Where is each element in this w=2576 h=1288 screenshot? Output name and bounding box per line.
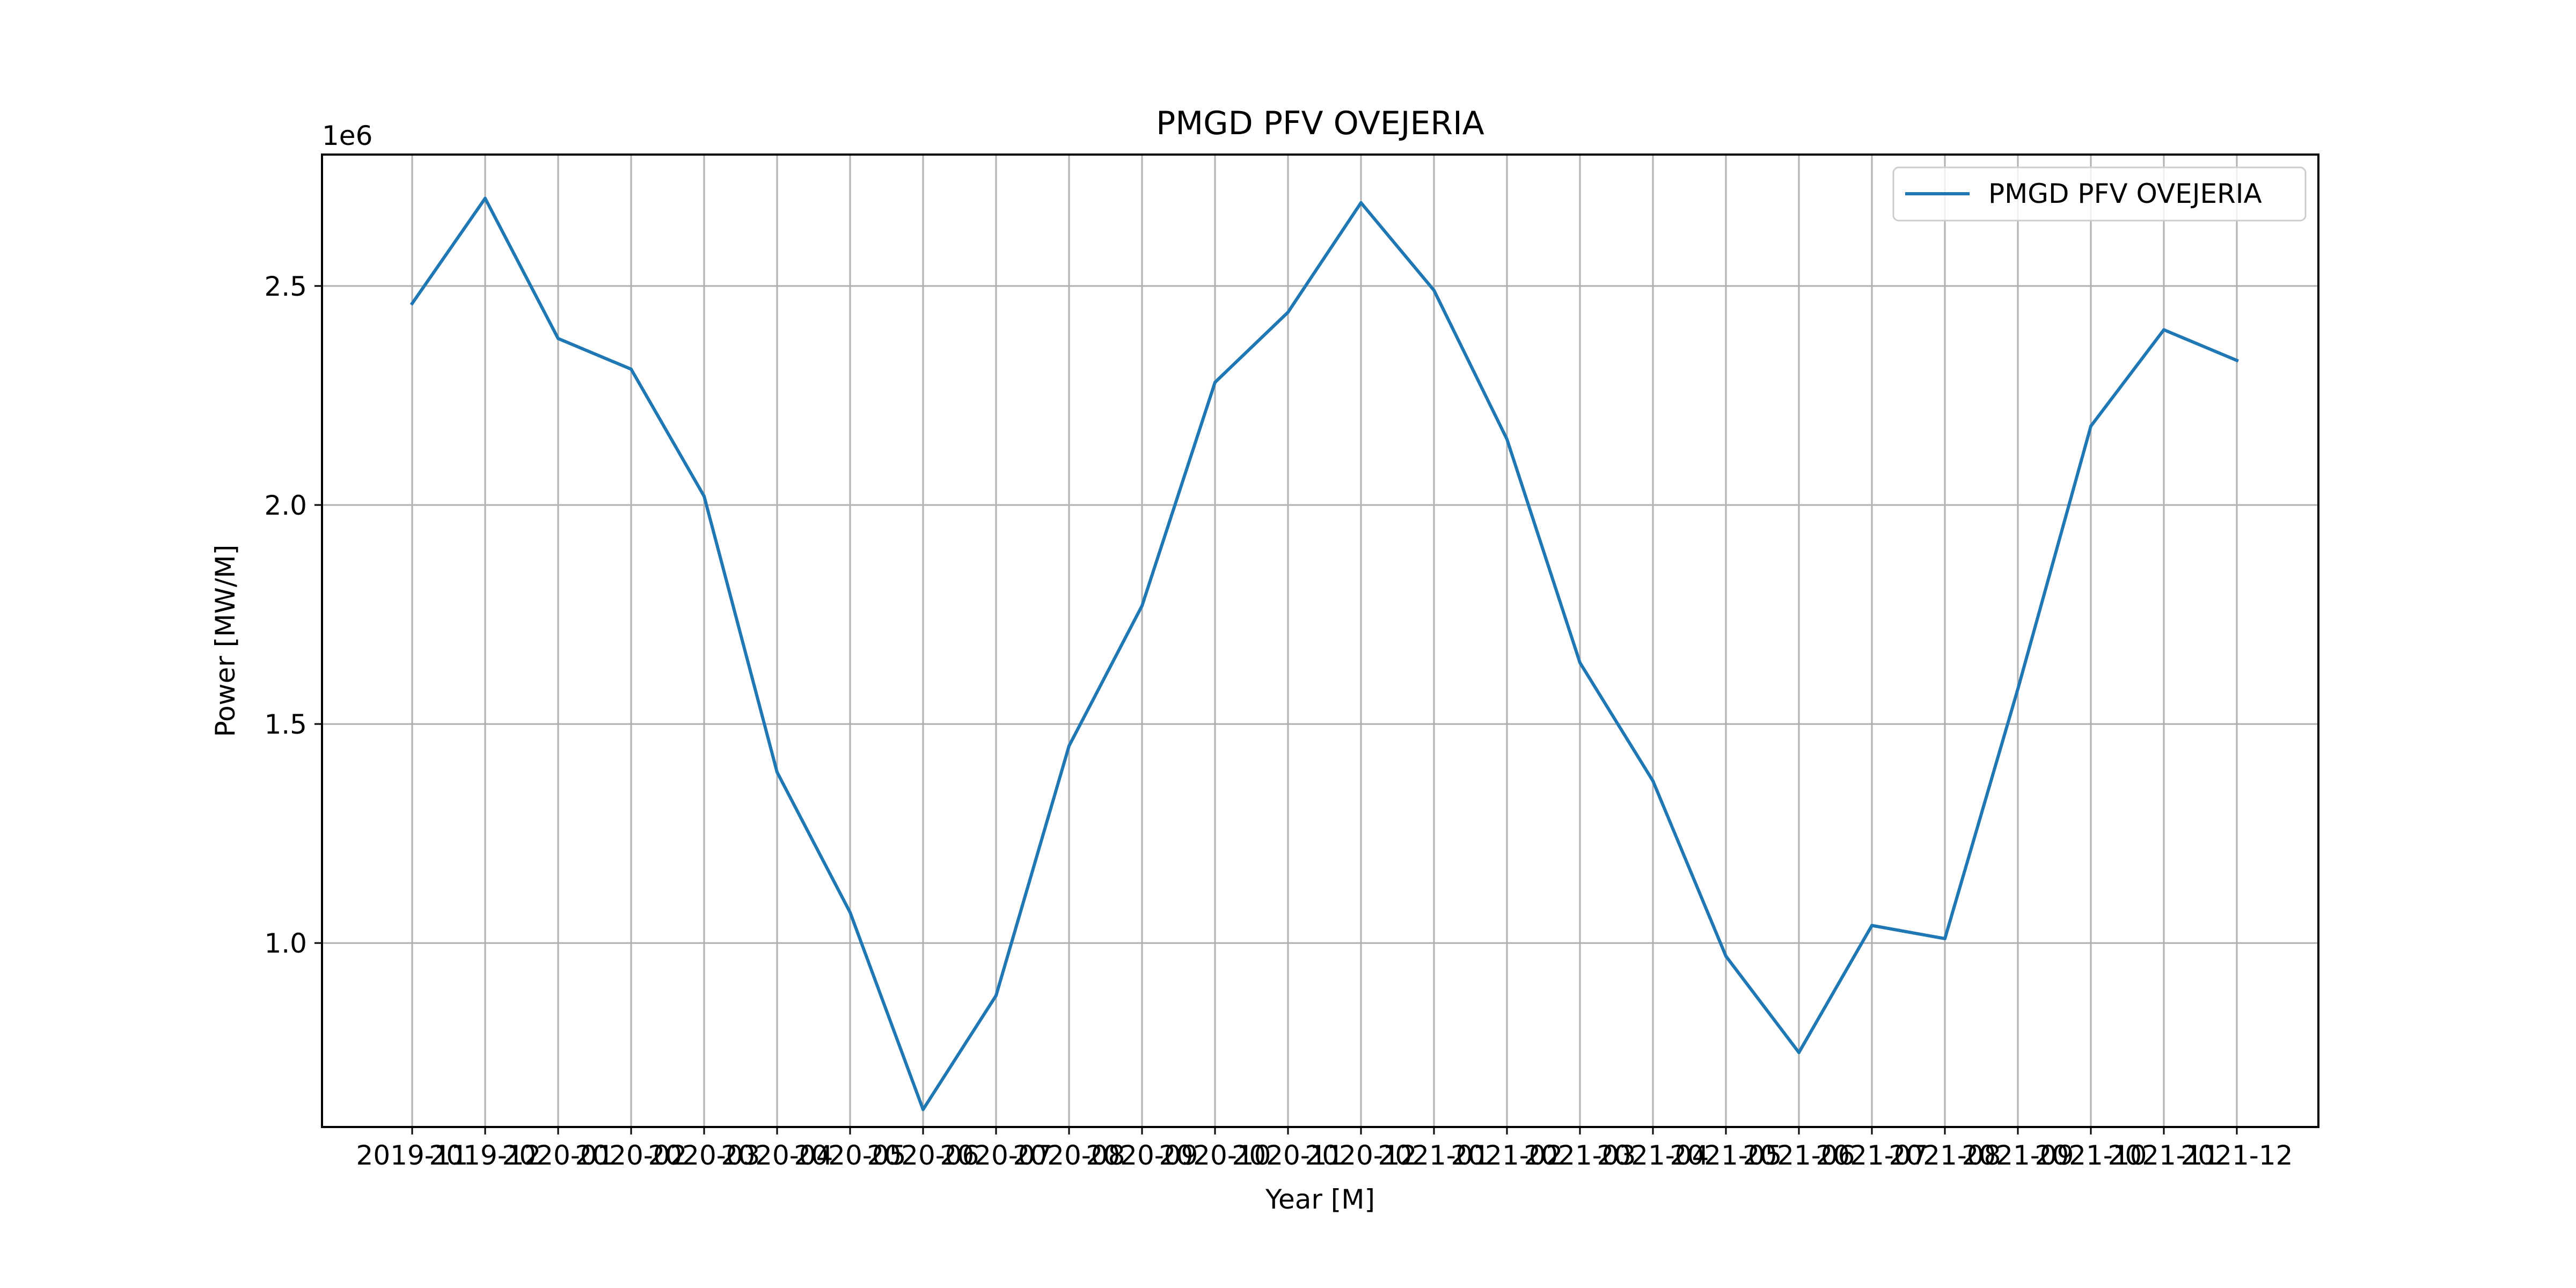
data-point <box>1724 954 1728 958</box>
y-tick-label: 2.5 <box>264 271 307 302</box>
x-tick-label: 2020-10 <box>1159 1140 1271 1171</box>
data-point <box>1505 437 1509 441</box>
x-tick-label: 2021-03 <box>1524 1140 1636 1171</box>
x-tick-label: 2021-12 <box>2181 1140 2293 1171</box>
legend-label: PMGD PFV OVEJERIA <box>1988 178 2262 209</box>
data-point <box>411 302 414 305</box>
data-point <box>1797 1051 1801 1055</box>
data-point <box>1213 380 1217 384</box>
data-point <box>702 494 706 498</box>
x-tick-label: 2020-09 <box>1086 1140 1198 1171</box>
data-point <box>1359 201 1363 204</box>
data-point <box>2089 425 2092 428</box>
x-axis: 2019-112019-122020-012020-022020-032020-… <box>356 1127 2293 1171</box>
y-tick-label: 1.0 <box>264 928 307 959</box>
data-point <box>1870 924 1874 927</box>
grid <box>322 155 2318 1127</box>
data-point <box>1286 310 1290 314</box>
x-tick-label: 2021-06 <box>1743 1140 1855 1171</box>
x-tick-label: 2020-02 <box>575 1140 687 1171</box>
x-tick-label: 2019-12 <box>429 1140 541 1171</box>
data-point <box>1943 937 1946 941</box>
legend: PMGD PFV OVEJERIA <box>1892 166 2307 222</box>
data-point <box>775 770 779 774</box>
x-tick-label: 2021-05 <box>1670 1140 1782 1171</box>
data-point <box>1651 779 1655 783</box>
x-tick-label: 2020-05 <box>794 1140 906 1171</box>
series-layer <box>409 196 2239 1111</box>
chart-title: PMGD PFV OVEJERIA <box>1156 105 1484 142</box>
x-tick-label: 2021-01 <box>1378 1140 1490 1171</box>
data-point <box>630 367 633 371</box>
data-point <box>1140 604 1144 608</box>
x-tick-label: 2021-02 <box>1451 1140 1563 1171</box>
x-tick-label: 2021-08 <box>1889 1140 2001 1171</box>
x-tick-label: 2021-04 <box>1597 1140 1709 1171</box>
x-axis-label: Year [M] <box>1265 1184 1375 1215</box>
x-tick-label: 2020-12 <box>1305 1140 1417 1171</box>
x-tick-label: 2021-07 <box>1816 1140 1928 1171</box>
data-point <box>921 1108 925 1111</box>
x-tick-label: 2021-10 <box>2035 1140 2147 1171</box>
y-axis-offset-label: 1e6 <box>322 120 372 151</box>
x-tick-label: 2021-09 <box>1962 1140 2074 1171</box>
x-tick-label: 2020-11 <box>1232 1140 1344 1171</box>
x-tick-label: 2020-03 <box>648 1140 760 1171</box>
x-tick-label: 2020-06 <box>867 1140 979 1171</box>
data-point <box>1432 289 1436 292</box>
y-tick-label: 2.0 <box>264 490 307 521</box>
x-tick-label: 2020-01 <box>502 1140 614 1171</box>
y-axis: 1.0 1.5 2.0 2.5 <box>264 271 322 959</box>
data-point <box>557 336 560 340</box>
series-line <box>409 196 2239 1111</box>
x-tick-label: 2019-11 <box>356 1140 469 1171</box>
data-point <box>484 196 487 200</box>
data-point <box>1578 661 1582 664</box>
x-tick-label: 2020-04 <box>721 1140 833 1171</box>
data-point <box>848 911 852 914</box>
x-tick-label: 2021-11 <box>2108 1140 2220 1171</box>
x-tick-label: 2020-07 <box>940 1140 1052 1171</box>
data-point <box>2162 328 2165 332</box>
x-tick-label: 2020-08 <box>1013 1140 1125 1171</box>
data-point <box>2235 358 2238 362</box>
plot-area-frame <box>321 153 2319 1128</box>
data-point <box>1067 744 1071 748</box>
y-tick-label: 1.5 <box>264 709 307 740</box>
legend-box <box>1892 166 2307 222</box>
data-point <box>994 994 998 998</box>
y-axis-label: Power [MW/M] <box>210 545 241 737</box>
data-point <box>2016 687 2019 691</box>
